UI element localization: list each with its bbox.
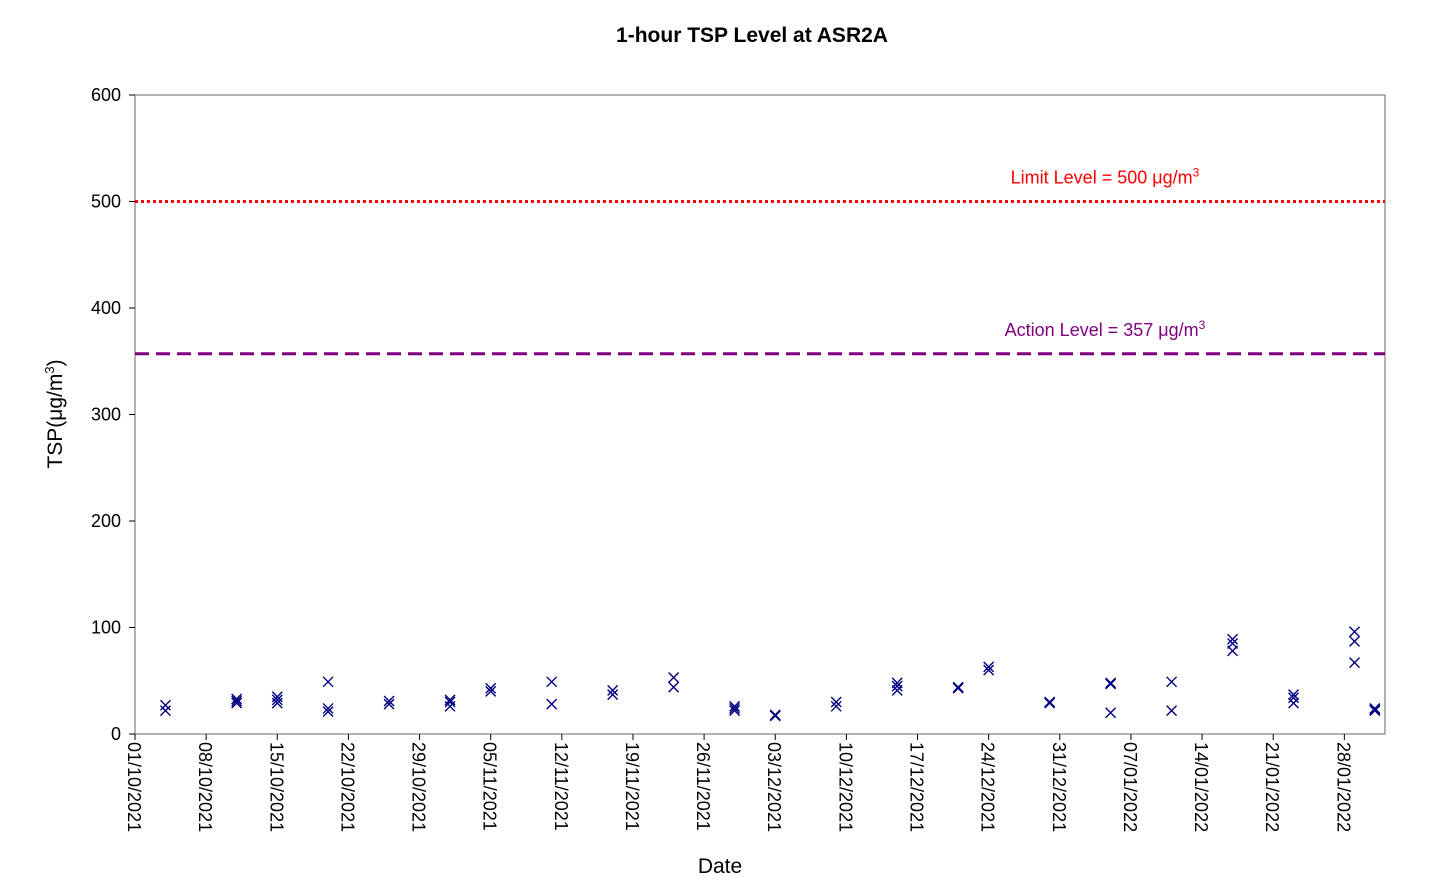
plot-area [134,94,1386,735]
data-point [952,681,964,693]
x-axis: 01/10/2021 08/10/2021 15/10/2021 22/10/2021… [124,734,1353,832]
x-tick-label: 03/12/2021 [764,742,784,832]
y-axis-label-sup: 3 [42,366,57,373]
data-point [485,682,497,694]
data-point [769,709,781,721]
x-tick-label: 10/12/2021 [835,742,855,832]
data-point [729,702,741,714]
data-point [1369,702,1381,714]
y-tick-label: 600 [91,85,121,105]
data-points [159,626,1381,722]
data-point [1166,676,1178,688]
data-point [983,661,995,673]
data-point [1349,635,1361,647]
data-point [891,684,903,696]
data-point [1166,705,1178,717]
data-point [729,705,741,717]
data-point [322,706,334,718]
x-tick-label: 31/12/2021 [1049,742,1069,832]
x-tick-label: 19/11/2021 [622,742,642,831]
x-tick-label: 17/12/2021 [907,742,927,832]
data-point [444,700,456,712]
data-point [1044,696,1056,708]
data-point [1349,626,1361,638]
y-tick-label: 100 [91,618,121,638]
x-tick-label: 26/11/2021 [693,742,713,831]
data-point [607,684,619,696]
data-point [1369,704,1381,715]
x-axis-label: Date [698,855,742,878]
data-point [546,676,558,688]
data-point [830,696,842,708]
action-level-label: Action Level = 357 μg/m3 [1005,318,1206,340]
y-axis: 0 100 200 300 400 500 600 [91,85,135,744]
data-point [1105,707,1117,719]
data-point [1105,678,1117,690]
data-point [983,664,995,676]
reference-lines: Limit Level = 500 μg/m3 Action Level = 35… [135,166,1385,356]
data-point [271,697,283,709]
data-point [1044,697,1056,709]
data-point [668,681,680,693]
data-point [383,698,395,710]
data-point [322,676,334,688]
data-point [1349,657,1361,669]
data-point [668,672,680,684]
data-point [1227,633,1239,645]
x-tick-label: 12/11/2021 [551,742,571,831]
limit-level-label: Limit Level = 500 μg/m3 [1011,166,1200,188]
x-tick-label: 21/01/2022 [1262,742,1282,832]
data-point [607,689,619,701]
data-point [231,697,243,709]
data-point [485,685,497,697]
data-point [769,710,781,722]
x-tick-label: 08/10/2021 [195,742,215,832]
data-point [159,705,171,717]
data-point [271,694,283,706]
y-tick-label: 300 [91,405,121,425]
data-point [231,693,243,705]
data-point [729,700,741,712]
data-point [1369,705,1381,717]
data-point [952,682,964,694]
data-point [322,702,334,714]
y-tick-label: 200 [91,511,121,531]
x-tick-label: 28/01/2022 [1333,742,1353,832]
data-point [1288,697,1300,709]
y-axis-label: TSP(μg/m3) [42,359,67,468]
x-tick-label: 22/10/2021 [337,742,357,832]
y-tick-label: 500 [91,192,121,212]
x-tick-label: 29/10/2021 [409,742,429,832]
y-tick-label: 0 [111,724,121,744]
x-tick-label: 05/11/2021 [480,742,500,831]
x-tick-label: 24/12/2021 [978,742,998,832]
chart-title: 1-hour TSP Level at ASR2A [616,24,888,47]
data-point [159,699,171,711]
data-point [444,696,456,708]
data-point [1105,677,1117,689]
data-point [891,680,903,692]
x-tick-label: 14/01/2022 [1191,742,1211,832]
data-point [1288,689,1300,701]
data-point [1227,645,1239,657]
data-point [830,700,842,712]
x-tick-label: 15/10/2021 [266,742,286,832]
data-point [1288,692,1300,704]
data-point [383,695,395,707]
data-point [546,698,558,710]
x-tick-label: 07/01/2022 [1120,742,1140,832]
x-tick-label: 01/10/2021 [124,742,144,832]
y-tick-label: 400 [91,298,121,318]
data-point [231,695,243,707]
